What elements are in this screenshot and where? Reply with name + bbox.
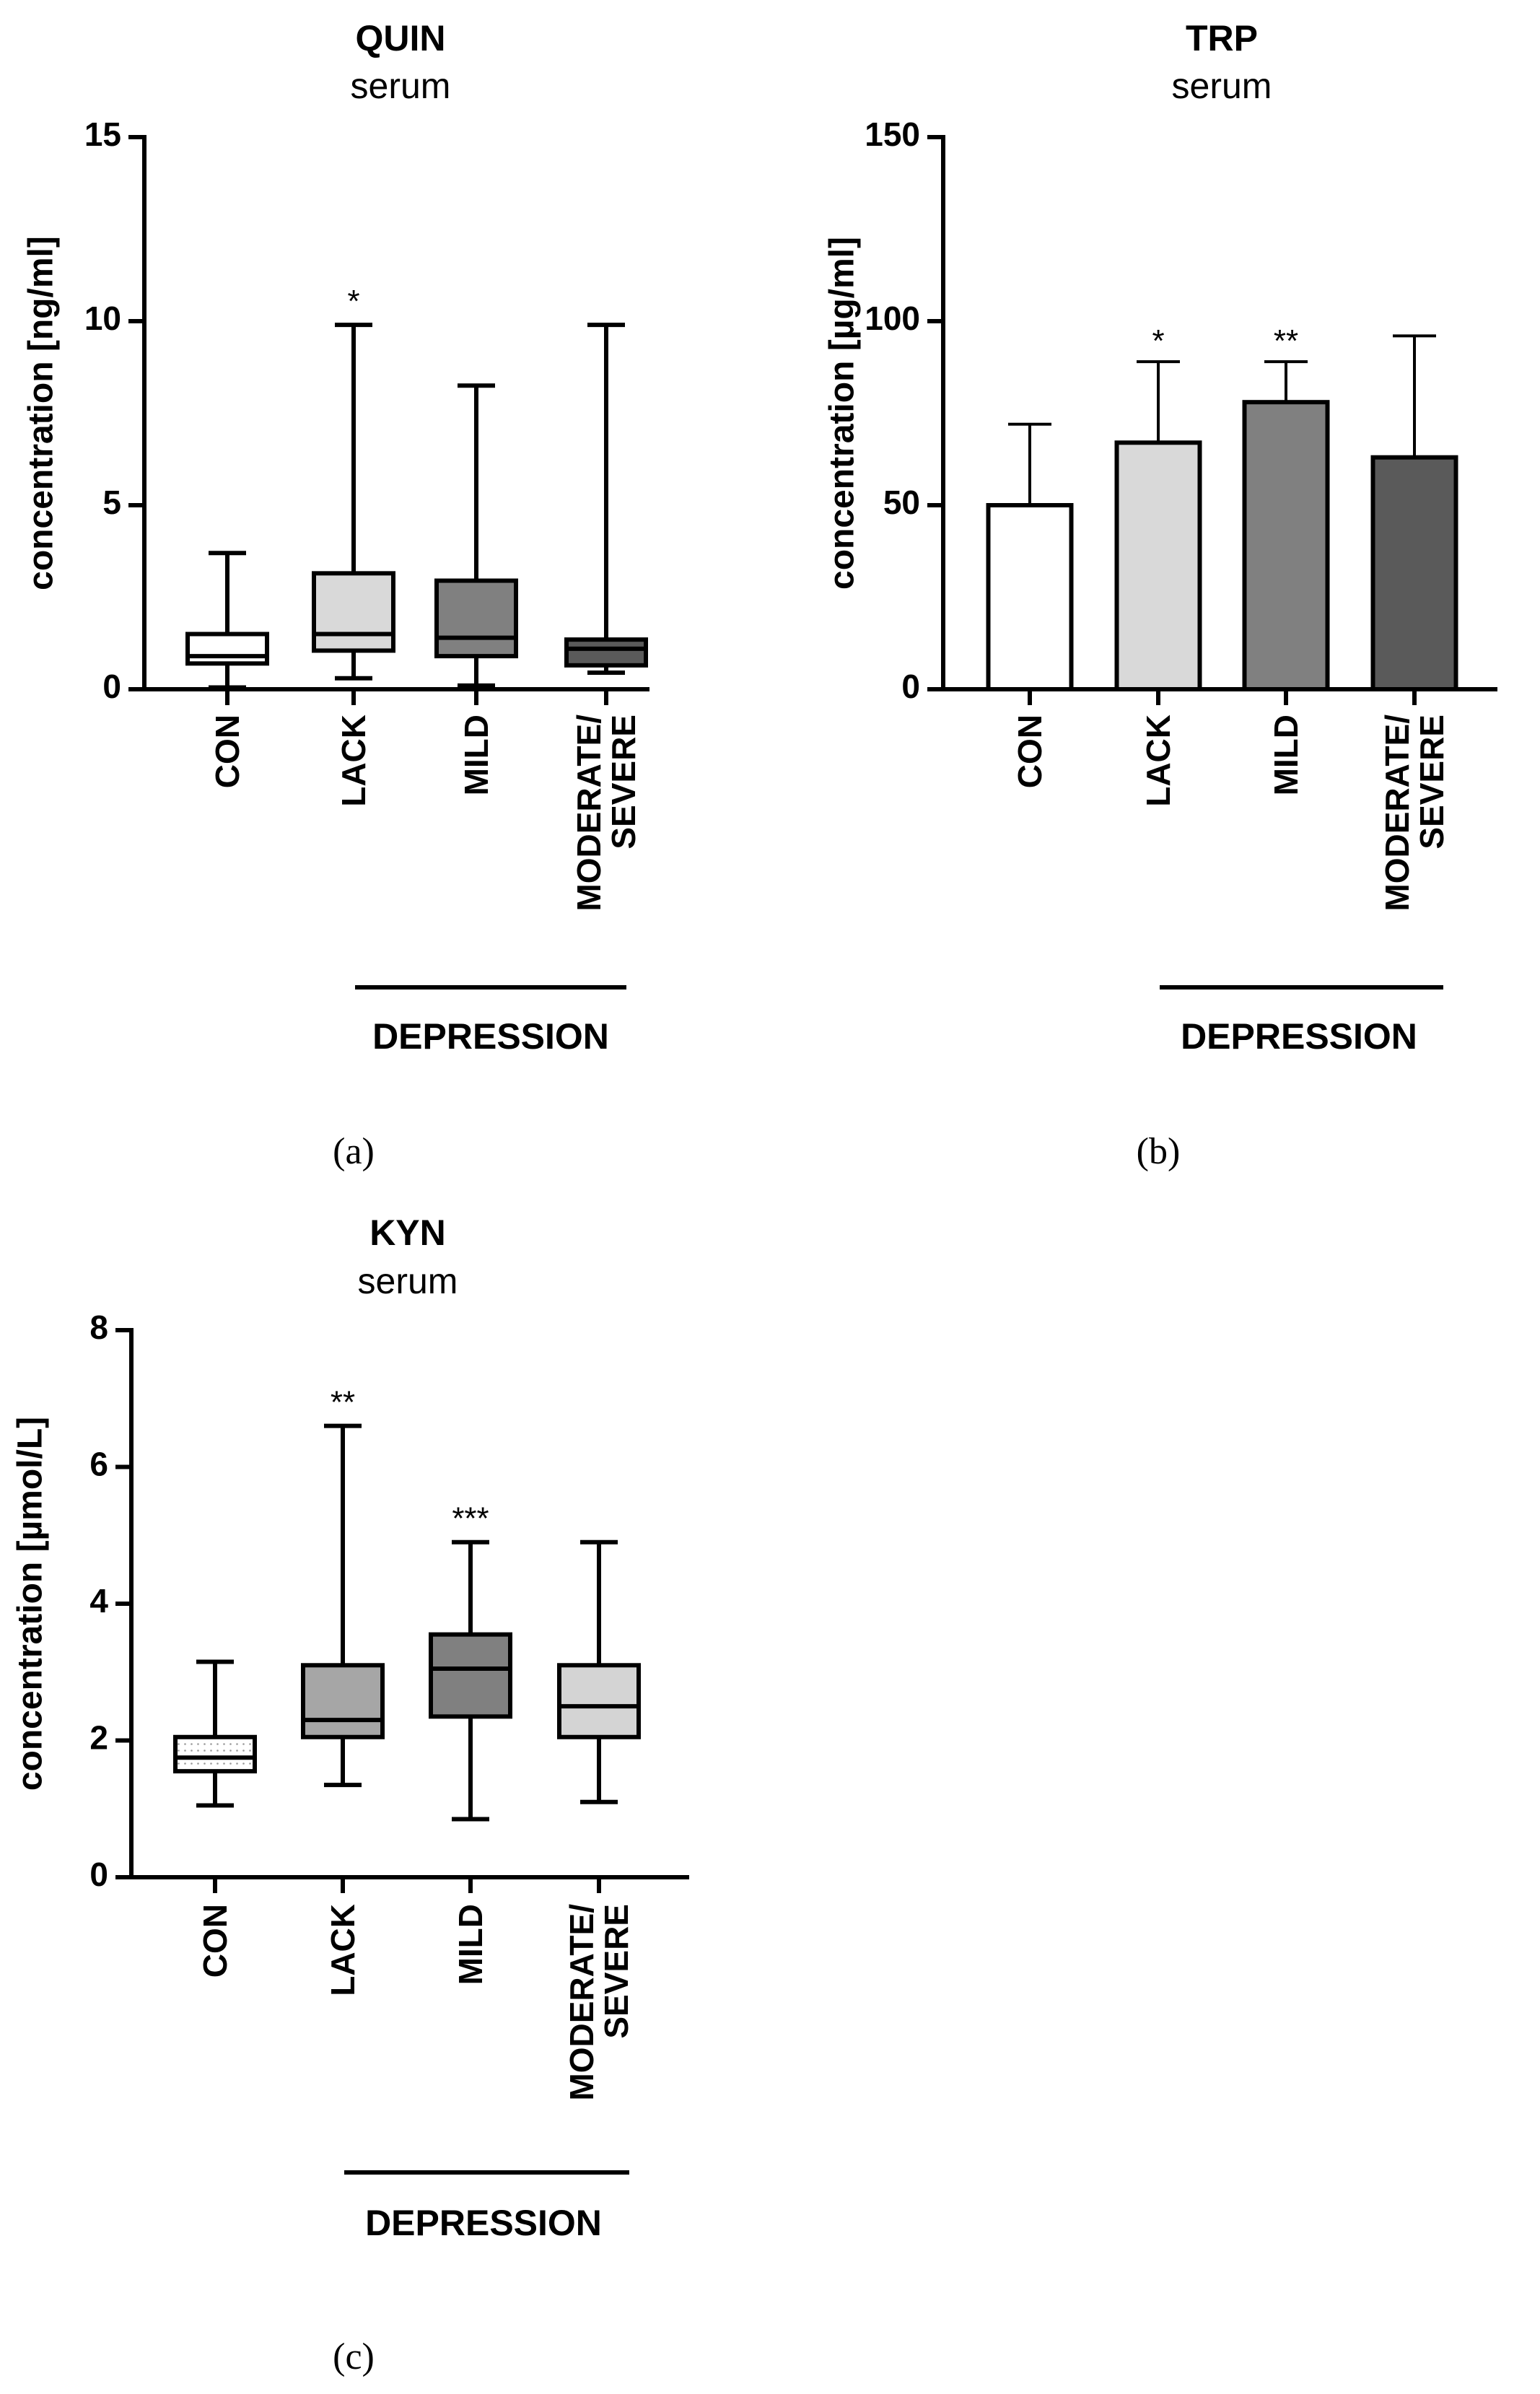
panel-a-category-label-line: CON [209,715,246,788]
panel-c-category-label-line: MODERATE/ [563,1904,600,2101]
panel-c-significance-lack: ** [331,1385,355,1420]
panel-b-category-label: LACK [1139,715,1177,807]
panel-b-category-label-line: MILD [1267,715,1305,795]
panel-c-category-label-line: LACK [324,1904,362,1996]
panel-c-y-tick-label: 0 [89,1856,108,1893]
panel-b-bar-con [986,503,1074,691]
panel-b-trp-chart: TRP serum concentration [µg/ml] 0 50 100 150 CO… [823,18,1497,1057]
panel-b-bar-mild [1242,400,1330,691]
panel-c-y-axis-label: concentration [µmol/L] [12,1417,50,1791]
panel-a-category-label: CON [209,715,246,788]
panel-c-kyn-chart: KYN serum concentration [µmol/L] 0 2 4 6 8 CON LA… [12,1213,689,2243]
panel-b-significance-mild: ** [1274,323,1298,359]
panel-b-subtitle: serum [1172,66,1272,106]
panel-b-y-tick-label: 50 [883,484,920,521]
panel-c-category-label: CON [196,1904,234,1978]
panel-a-y-tick-label: 0 [102,668,121,705]
panel-c-group-label: DEPRESSION [365,2203,602,2243]
panel-a-category-label: MILD [458,715,495,795]
panel-b-y-axis-label: concentration [µg/ml] [823,237,862,590]
panel-a-category-label: MODERATE/SEVERE [570,715,642,912]
panel-c-y-tick-label: 2 [89,1719,108,1757]
panel-a-box-mild [434,578,518,659]
panel-a-quin-chart: QUIN serum concentration [ng/ml] 0 5 10 15 CON L… [22,18,649,1057]
panel-b-label: (b) [1137,1131,1181,1172]
panel-b-y-tick-label: 0 [901,668,920,705]
panel-b-category-label: CON [1011,715,1049,788]
panel-b-y-tick-label: 150 [865,115,920,153]
panel-b-category-label-line: CON [1011,715,1049,788]
panel-c-category-label: MODERATE/SEVERE [563,1904,635,2101]
panel-a-category-label-line: LACK [335,715,372,807]
panel-b-category-label: MODERATE/SEVERE [1378,715,1451,912]
panel-a-y-tick-label: 15 [84,115,121,153]
panel-c-y-tick-label: 4 [89,1582,108,1620]
panel-c-subtitle: serum [358,1261,458,1301]
panel-a-box-lack [312,571,395,653]
panel-a-title: QUIN [356,18,446,58]
panel-c-y-tick-label: 6 [89,1446,108,1483]
panel-a-category-label-line: SEVERE [605,715,642,849]
panel-b-title: TRP [1186,18,1258,58]
panel-a-box-con [185,632,269,666]
panel-b-bar-moderate-severe [1370,455,1458,691]
panel-a-significance-lack: * [347,284,359,319]
panel-c-category-label-line: CON [196,1904,234,1978]
panel-a-label: (a) [333,1131,375,1172]
panel-a-category-label-line: MODERATE/ [570,715,608,912]
panel-a-y-tick-label: 5 [102,484,121,521]
panel-a-group-label: DEPRESSION [372,1016,609,1057]
panel-c-category-label-line: MILD [452,1904,489,1985]
panel-c-label: (c) [333,2336,375,2377]
panel-b-y-tick-label: 100 [865,300,920,337]
panel-c-box-moderate-severe [557,1663,641,1739]
panel-c-category-label: LACK [324,1904,362,1996]
panel-c-title: KYN [369,1213,446,1253]
panel-c-category-label-line: SEVERE [598,1904,635,2039]
panel-a-category-label: LACK [335,715,372,807]
panel-a-y-tick-label: 10 [84,300,121,337]
panel-b-significance-lack: * [1152,323,1164,359]
panel-c-y-tick-label: 8 [89,1309,108,1346]
panel-b-category-label-line: LACK [1139,715,1177,807]
panel-b-group-label: DEPRESSION [1181,1016,1417,1057]
panel-a-y-axis-label: concentration [ng/ml] [22,236,61,590]
panel-c-box-mild [429,1632,512,1719]
panel-b-category-label-line: SEVERE [1413,715,1451,849]
panel-c-box-lack [301,1663,385,1739]
panel-b-category-label-line: MODERATE/ [1378,715,1416,912]
panel-b-bar-lack [1114,440,1202,691]
panel-c-category-label: MILD [452,1904,489,1985]
panel-a-category-label-line: MILD [458,715,495,795]
panel-c-box-con [173,1734,257,1774]
panel-a-box-moderate-severe [564,637,648,668]
panel-b-category-label: MILD [1267,715,1305,795]
panel-c-significance-mild: *** [452,1501,489,1537]
panel-a-subtitle: serum [351,66,451,106]
